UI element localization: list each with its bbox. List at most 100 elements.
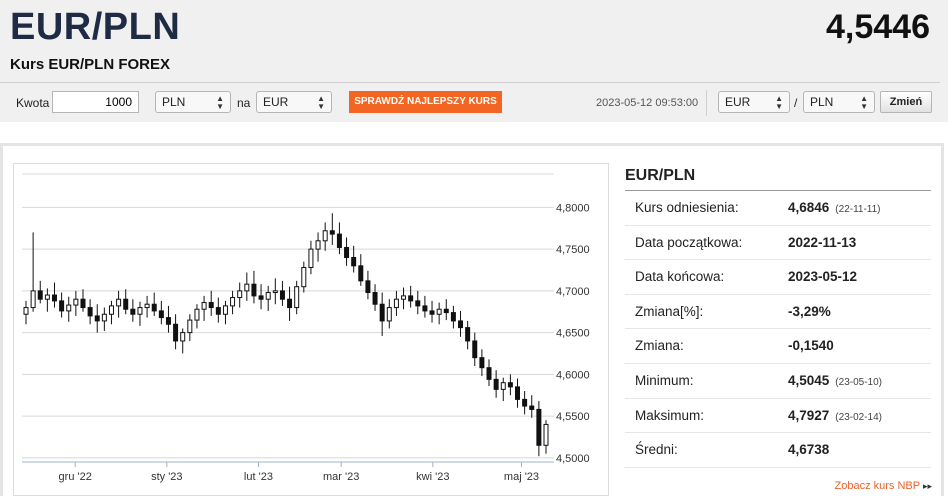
candle-body: [87, 307, 93, 317]
candle-body: [500, 382, 506, 390]
candle-body: [258, 295, 264, 300]
candle-body: [436, 308, 442, 315]
stats-table: Kurs odniesienia: 4,6846 (22-11-11) Data po…: [625, 191, 931, 468]
candle-body: [73, 298, 79, 306]
nbp-link-label: Zobacz kurs NBP: [834, 480, 920, 492]
stats-title: EUR/PLN: [625, 163, 931, 191]
stats-value-text: -0,1540: [788, 338, 834, 354]
stats-row: Data początkowa: 2022-11-13: [625, 226, 931, 261]
candle-body: [208, 302, 214, 309]
candle-body: [386, 307, 392, 322]
price-chart[interactable]: 4,8000 4,7500 4,7000 4,6500 4,6000 4,5500 4,50…: [14, 164, 610, 497]
candle-body: [173, 323, 179, 342]
stats-label: Zmiana[%]:: [635, 303, 704, 319]
candle-body: [215, 307, 221, 315]
candle-body: [536, 408, 542, 446]
swap-button[interactable]: Zmień: [880, 91, 932, 113]
quote-currency-select[interactable]: PLN ▲ ▼: [803, 91, 875, 113]
header-bar: EUR/PLN 4,5446 Kurs EUR/PLN FOREX Kwota …: [0, 0, 948, 122]
to-currency-select[interactable]: EUR ▲ ▼: [256, 91, 332, 113]
from-currency-select[interactable]: PLN ▲ ▼: [155, 91, 231, 113]
quote-timestamp: 2023-05-12 09:53:00: [596, 97, 699, 109]
candle-body: [80, 298, 86, 309]
select-arrows-icon: ▲ ▼: [860, 94, 868, 111]
candle-body: [450, 312, 456, 322]
candle-body: [401, 295, 407, 300]
header-divider: [0, 82, 940, 83]
candle-body: [372, 292, 378, 305]
candle-body: [458, 320, 464, 329]
best-rate-button[interactable]: SPRAWDŹ NAJLEPSZY KURS: [349, 91, 502, 113]
candle-body: [251, 283, 257, 297]
to-currency-value: EUR: [263, 95, 289, 109]
stats-row: Data końcowa: 2023-05-12: [625, 260, 931, 295]
candle-body: [422, 305, 428, 312]
candle-body: [66, 304, 72, 312]
stats-value-text: 4,6846: [788, 200, 830, 215]
stats-label: Kurs odniesienia:: [635, 200, 739, 215]
candle-body: [287, 298, 293, 309]
y-tick-label: 4,5000: [556, 453, 590, 465]
nbp-link[interactable]: Zobacz kurs NBP ▸▸: [835, 480, 933, 492]
candle-body: [137, 307, 143, 315]
page-subtitle: Kurs EUR/PLN FOREX: [10, 56, 171, 73]
candle-body: [486, 367, 492, 380]
x-tick-label: gru '22: [59, 471, 92, 483]
candle-body: [443, 308, 449, 314]
candle-body: [336, 233, 342, 248]
candle-body: [158, 310, 164, 319]
candle-body: [151, 303, 157, 312]
candle-body: [472, 340, 478, 359]
x-tick-label: maj '23: [504, 471, 539, 483]
candle-body: [315, 240, 321, 250]
candle-body: [180, 332, 186, 342]
stats-label: Data początkowa:: [635, 234, 743, 250]
stats-row: Minimum: 4,5045 (23-05-10): [625, 364, 931, 399]
to-label: na: [237, 96, 251, 110]
stats-value: -3,29%: [788, 304, 831, 319]
stats-value-text: 2022-11-13: [788, 234, 857, 250]
candle-body: [23, 307, 29, 315]
select-arrows-icon: ▲ ▼: [216, 94, 224, 111]
candle-body: [379, 303, 385, 322]
candle-body: [230, 297, 236, 307]
candle-body: [522, 398, 528, 407]
y-tick-label: 4,6000: [556, 369, 590, 381]
stats-value: 4,5045 (23-05-10): [788, 373, 882, 388]
y-tick-label: 4,6500: [556, 328, 590, 340]
stats-date: (23-02-14): [835, 411, 882, 423]
vertical-divider: [706, 90, 707, 116]
candle-body: [237, 290, 243, 299]
stats-value-text: 4,6738: [788, 442, 830, 458]
select-arrows-icon: ▲ ▼: [317, 94, 325, 111]
candle-body: [543, 423, 549, 446]
candle-body: [365, 280, 371, 294]
candle-body: [415, 300, 421, 307]
pair-title: EUR/PLN: [10, 6, 181, 48]
stats-value-text: 2023-05-12: [788, 269, 858, 285]
stats-value-text: 4,7927: [788, 407, 830, 423]
select-arrows-icon: ▲ ▼: [775, 94, 783, 111]
candle-body: [116, 298, 122, 307]
stats-panel: EUR/PLN Kurs odniesienia: 4,6846 (22-11-11…: [625, 163, 931, 468]
x-tick-label: lut '23: [244, 471, 273, 483]
stats-row: Średni: 4,6738: [625, 433, 931, 468]
candle-body: [222, 305, 228, 315]
current-rate: 4,5446: [826, 8, 930, 46]
candle-body: [51, 294, 57, 302]
stats-value: 2022-11-13: [788, 235, 856, 250]
candle-body: [123, 298, 129, 310]
candle-body: [529, 405, 535, 410]
quote-currency-value: PLN: [810, 95, 834, 109]
chart-container: 4,8000 4,7500 4,7000 4,6500 4,6000 4,5500 4,50…: [13, 163, 609, 496]
stats-value: 4,6846 (22-11-11): [788, 200, 881, 215]
base-currency-select[interactable]: EUR ▲ ▼: [718, 91, 790, 113]
candle-body: [358, 265, 364, 282]
amount-label: Kwota: [16, 96, 50, 110]
stats-value-text: 4,5045: [788, 372, 830, 388]
amount-input[interactable]: [52, 91, 139, 113]
stats-value-text: -3,29%: [788, 303, 831, 319]
stats-label: Minimum:: [635, 372, 694, 388]
candle-body: [479, 357, 485, 369]
stats-label: Maksimum:: [635, 407, 705, 423]
